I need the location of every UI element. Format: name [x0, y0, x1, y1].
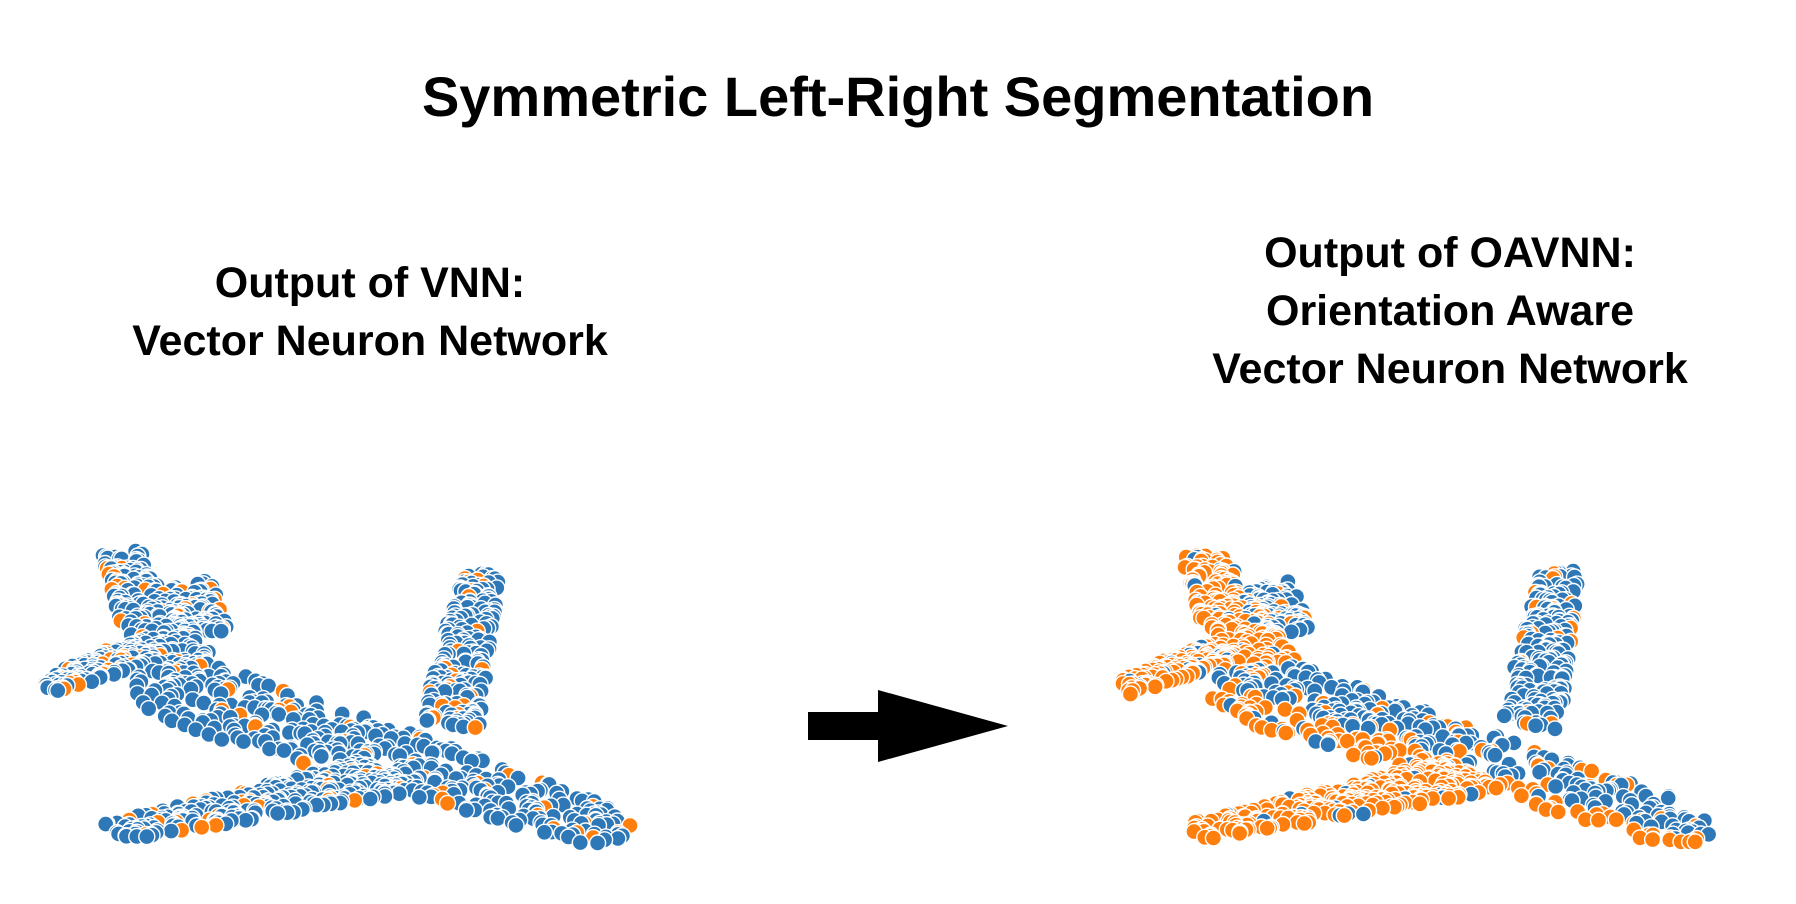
point-cloud-point [410, 788, 428, 806]
point-cloud-point [1495, 707, 1513, 725]
vnn-airplane-point-cloud [36, 542, 639, 852]
point-cloud-point [213, 730, 231, 749]
point-cloud-point [1546, 720, 1564, 738]
point-cloud-point [1204, 829, 1223, 847]
point-cloud-point [1121, 685, 1140, 703]
point-cloud-point [1146, 678, 1164, 696]
point-cloud-point [466, 718, 484, 737]
point-cloud-point [418, 711, 436, 730]
point-cloud-point [588, 834, 607, 852]
point-cloud-point [1362, 749, 1381, 767]
point-cloud-point [1686, 833, 1704, 851]
point-cloud-point [1546, 777, 1565, 796]
point-cloud-point [1526, 717, 1545, 735]
oavnn-caption-line-2: Orientation Aware [1266, 287, 1634, 335]
vnn-caption: Output of VNN: Vector Neuron Network [60, 254, 680, 370]
point-cloud-point [1230, 824, 1249, 843]
oavnn-airplane-point-cloud [1113, 546, 1718, 851]
arrow-right-icon [808, 690, 1008, 762]
point-cloud-point [275, 741, 293, 760]
oavnn-caption: Output of OAVNN: Orientation Aware Vecto… [1130, 224, 1770, 398]
point-cloud-point [1589, 811, 1608, 829]
point-cloud-point [535, 823, 554, 841]
point-cloud-point [234, 732, 253, 751]
oavnn-caption-line-1: Output of OAVNN: [1264, 229, 1636, 277]
point-cloud-point [162, 822, 180, 840]
point-cloud-point [1411, 795, 1429, 813]
point-cloud-point [212, 622, 230, 640]
point-cloud-point [270, 705, 288, 724]
point-cloud-point [457, 801, 475, 820]
point-cloud-point [1439, 789, 1458, 808]
oavnn-caption-line-3: Vector Neuron Network [1212, 345, 1688, 393]
point-cloud-point [1486, 746, 1504, 764]
point-cloud-point [1319, 736, 1337, 754]
point-cloud-point [139, 700, 158, 718]
point-cloud-point [268, 804, 287, 823]
vnn-caption-line-2: Vector Neuron Network [132, 317, 608, 365]
point-cloud-point [207, 816, 225, 835]
point-cloud-point [192, 818, 211, 836]
point-cloud-point [1487, 779, 1505, 797]
point-cloud-point [1512, 787, 1531, 805]
point-cloud-point [312, 747, 330, 766]
point-cloud-point [390, 785, 408, 803]
point-cloud-point [1607, 811, 1625, 829]
point-cloud-point [260, 740, 279, 758]
point-cloud-point [1258, 819, 1276, 837]
point-cloud-point [1549, 803, 1567, 821]
vnn-caption-line-1: Output of VNN: [214, 259, 526, 307]
point-cloud-point [138, 827, 156, 846]
page-title: Symmetric Left-Right Segmentation [421, 65, 1375, 128]
point-cloud-point [1344, 746, 1363, 764]
point-cloud-point [49, 681, 67, 700]
point-cloud-point [236, 811, 255, 829]
point-cloud-point [1335, 806, 1354, 825]
point-cloud-point [1277, 724, 1295, 742]
point-cloud-point [96, 815, 115, 833]
point-cloud-point [1354, 805, 1373, 823]
point-cloud-point [438, 794, 457, 813]
point-cloud-point [507, 816, 525, 835]
point-cloud-point [571, 833, 589, 852]
point-cloud-point [1295, 814, 1314, 833]
point-cloud-point [489, 809, 507, 827]
point-cloud-point [361, 790, 379, 808]
point-cloud-point [1643, 830, 1662, 849]
